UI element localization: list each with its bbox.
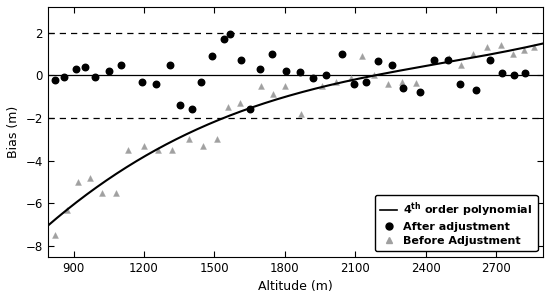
Point — [370, 73, 378, 78]
Point — [116, 62, 125, 67]
Point — [296, 70, 305, 74]
Point — [168, 148, 177, 152]
Point — [245, 107, 254, 112]
Point — [166, 62, 174, 67]
Point — [282, 69, 290, 74]
Point — [508, 52, 517, 56]
Point — [188, 107, 196, 112]
Point — [384, 81, 393, 86]
Point — [322, 73, 331, 78]
Point — [455, 81, 464, 86]
Point — [428, 58, 437, 63]
Point — [81, 64, 90, 69]
Point — [267, 52, 276, 56]
Point — [184, 137, 193, 142]
Point — [498, 71, 507, 76]
Point — [104, 69, 113, 74]
Point — [399, 85, 408, 90]
Point — [97, 190, 106, 195]
Point — [90, 75, 99, 80]
Point — [445, 56, 454, 61]
Point — [482, 45, 491, 50]
Point — [236, 100, 245, 105]
Point — [529, 45, 538, 50]
Point — [412, 80, 421, 85]
Point — [309, 76, 317, 81]
Point — [151, 81, 160, 86]
Point — [226, 31, 234, 36]
Point — [51, 77, 59, 82]
Point — [51, 233, 59, 238]
Point — [472, 88, 481, 93]
Point — [62, 207, 71, 212]
Point — [176, 103, 185, 107]
Point — [415, 90, 424, 95]
Point — [318, 83, 327, 88]
Point — [256, 66, 265, 71]
Point — [387, 62, 396, 67]
Point — [74, 179, 82, 184]
Point — [444, 58, 453, 63]
Point — [224, 105, 233, 110]
Point — [468, 52, 477, 56]
Point — [456, 62, 465, 67]
Point — [219, 37, 228, 41]
Point — [112, 190, 120, 195]
Point — [520, 47, 529, 52]
Point — [521, 71, 530, 76]
Point — [430, 58, 438, 63]
Point — [138, 79, 146, 84]
Point — [280, 83, 289, 88]
Point — [338, 52, 346, 56]
Point — [208, 54, 217, 58]
Point — [197, 79, 206, 84]
Point — [237, 58, 246, 63]
Point — [72, 66, 80, 71]
Point — [486, 58, 494, 63]
Point — [346, 76, 355, 81]
Point — [373, 59, 382, 64]
Point — [86, 175, 95, 180]
Point — [361, 79, 370, 84]
Point — [140, 143, 148, 148]
Legend: 4$^{\mathbf{th}}$ order polynomial, After adjustment, Before Adjustment: 4$^{\mathbf{th}}$ order polynomial, Afte… — [375, 195, 537, 251]
Point — [153, 148, 162, 152]
Point — [60, 75, 69, 80]
Point — [212, 137, 221, 142]
Point — [350, 81, 359, 86]
Point — [358, 54, 367, 58]
Point — [398, 79, 406, 84]
Point — [497, 43, 505, 48]
Point — [509, 73, 518, 78]
Point — [297, 111, 306, 116]
Point — [198, 143, 207, 148]
Point — [123, 148, 132, 152]
Point — [332, 79, 341, 84]
Y-axis label: Bias (m): Bias (m) — [7, 106, 20, 158]
Point — [269, 92, 278, 97]
X-axis label: Altitude (m): Altitude (m) — [258, 280, 333, 293]
Point — [257, 83, 266, 88]
